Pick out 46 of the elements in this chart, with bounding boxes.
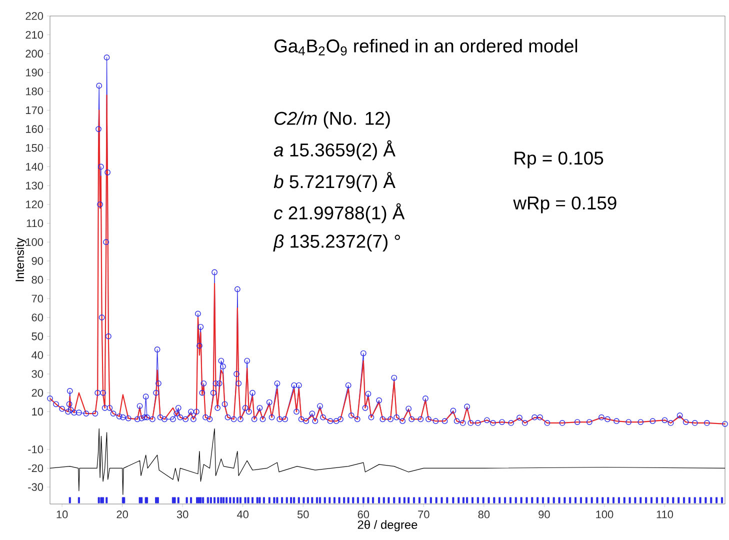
y-axis-title: Intensity [15,238,26,282]
y-tick-label: 50 [32,332,44,340]
annotation: C2/m (No. 12) [274,111,390,129]
x-tick-label: 20 [116,510,128,518]
y-tick-label: 120 [26,200,44,208]
y-tick-label: 140 [26,162,44,171]
x-tick-label: 100 [596,510,614,518]
annotation: a 15.3659(2) Å [274,140,396,160]
x-tick-label: 50 [297,510,309,518]
y-tick-label: 40 [32,351,44,360]
x-tick-label: 30 [176,510,188,518]
x-tick-label: 60 [358,510,370,518]
y-tick-label: 10 [32,408,44,416]
x-tick-label: 110 [656,510,674,518]
y-tick-label: 100 [26,238,44,246]
annotation: c 21.99788(1) Å [274,203,405,224]
y-tick-label: -30 [28,483,44,491]
x-tick-label: 90 [538,510,550,518]
y-tick-label: 60 [32,314,44,322]
y-tick-label: 90 [32,257,44,265]
annotation: β 135.2372(7) ° [273,234,400,252]
y-tick-label: 210 [26,30,44,39]
y-tick-label: 20 [32,388,44,397]
y-tick-label: 80 [32,276,44,284]
x-tick-label: 80 [478,510,490,518]
y-tick-label: 110 [26,219,44,228]
y-tick-label: -10 [28,445,44,454]
annotation: wRp = 0.159 [513,196,616,214]
x-tick-label: 40 [237,510,249,518]
y-tick-label: 30 [32,370,44,378]
x-tick-label: 10 [56,510,68,518]
y-tick-label: 130 [26,182,44,190]
y-tick-label: 70 [32,294,44,303]
y-tick-label: 180 [26,87,44,96]
y-tick-label: 200 [26,50,44,58]
y-tick-label: -20 [28,464,44,472]
annotation: b 5.72179(7) Å [274,172,396,192]
y-tick-label: 190 [26,68,44,76]
x-axis-title: 2θ / degree [358,520,418,532]
text: Ga$_{4}$B$_{2}$O$_{9}$ refined in an ordered model [274,38,578,56]
y-tick-label: 150 [26,144,44,152]
y-tick-label: 220 [26,12,44,20]
annotation: Rp = 0.105 [514,152,604,168]
y-tick-label: 160 [26,125,44,133]
x-tick-label: 70 [418,510,430,518]
y-tick-label: 170 [26,106,44,114]
